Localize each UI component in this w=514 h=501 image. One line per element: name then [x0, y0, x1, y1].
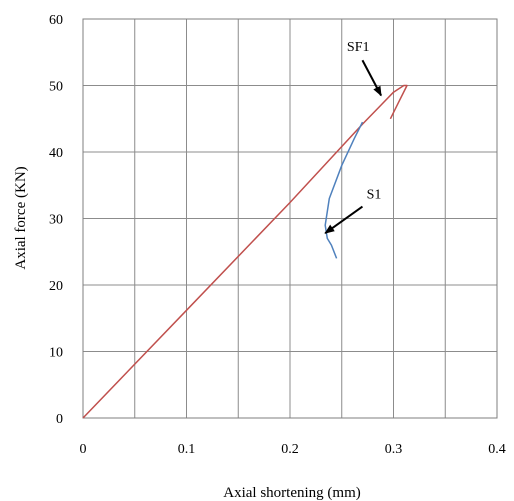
series-lines [82, 84, 408, 419]
annotation-arrow-sf1 [361, 59, 382, 97]
tick-labels: 0 0.1 0.2 0.3 0.4 0 10 20 30 40 50 60 [49, 13, 506, 457]
x-tick-label: 0.3 [385, 442, 403, 457]
x-tick-label: 0.1 [178, 442, 196, 457]
annotation-label-sf1: SF1 [347, 40, 370, 55]
y-tick-label: 40 [49, 146, 63, 161]
x-tick-label: 0.2 [281, 442, 299, 457]
series-line-sf1 [82, 84, 408, 419]
grid [82, 18, 498, 419]
y-tick-label: 20 [49, 279, 63, 294]
series-line-s1 [324, 121, 364, 259]
y-axis-label: Axial force (KN) [13, 166, 29, 269]
y-tick-label: 60 [49, 13, 63, 28]
y-tick-label: 30 [49, 213, 63, 228]
annotation-arrow-s1 [324, 205, 364, 234]
y-tick-label: 10 [49, 346, 63, 361]
x-axis-label: Axial shortening (mm) [223, 485, 360, 501]
y-tick-label: 50 [49, 80, 63, 95]
plot-area-border [82, 18, 498, 419]
annotations: SF1 S1 [324, 40, 382, 234]
x-tick-label: 0 [80, 442, 87, 457]
y-tick-label: 0 [56, 412, 63, 427]
annotation-label-s1: S1 [367, 188, 382, 203]
x-tick-label: 0.4 [488, 442, 506, 457]
